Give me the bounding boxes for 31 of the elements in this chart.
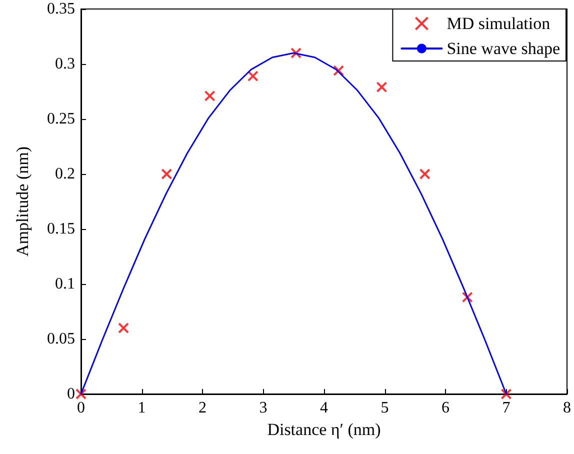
point [76, 388, 86, 400]
y-tick-label: 0.15 [47, 220, 75, 238]
y-axis-title: Amplitude (nm) [13, 146, 32, 257]
y-tick-label: 0.1 [55, 276, 75, 292]
point [419, 168, 430, 180]
point [290, 48, 302, 58]
x-tick-label: 1 [138, 400, 146, 416]
x-axis-title: Distance η′ (nm) [267, 420, 381, 439]
point [118, 322, 130, 334]
x-tick-label: 6 [442, 400, 450, 416]
point [204, 90, 216, 102]
y-tick-label: 0.2 [55, 166, 75, 182]
x-tick-label: 7 [502, 400, 510, 416]
x-tick-label: 8 [563, 400, 571, 416]
x-tick-label: 5 [380, 400, 389, 416]
x-tick-label: 4 [320, 400, 328, 416]
y-tick-label: 0.25 [47, 110, 75, 128]
y-tick-label: 0.35 [47, 0, 75, 18]
point [376, 82, 388, 93]
point [333, 65, 344, 76]
point [247, 70, 258, 82]
y-tick-label: 0.3 [55, 56, 75, 72]
y-tick-label: 0 [67, 386, 75, 402]
point [161, 168, 172, 180]
x-tick-label: 3 [259, 400, 268, 416]
legend-label: Sine wave shape [446, 39, 560, 58]
point [500, 388, 512, 400]
legend-label: MD simulation [446, 14, 551, 33]
y-tick-label: 0.05 [47, 330, 75, 348]
point [462, 292, 473, 303]
x-tick-label: 2 [198, 400, 206, 416]
